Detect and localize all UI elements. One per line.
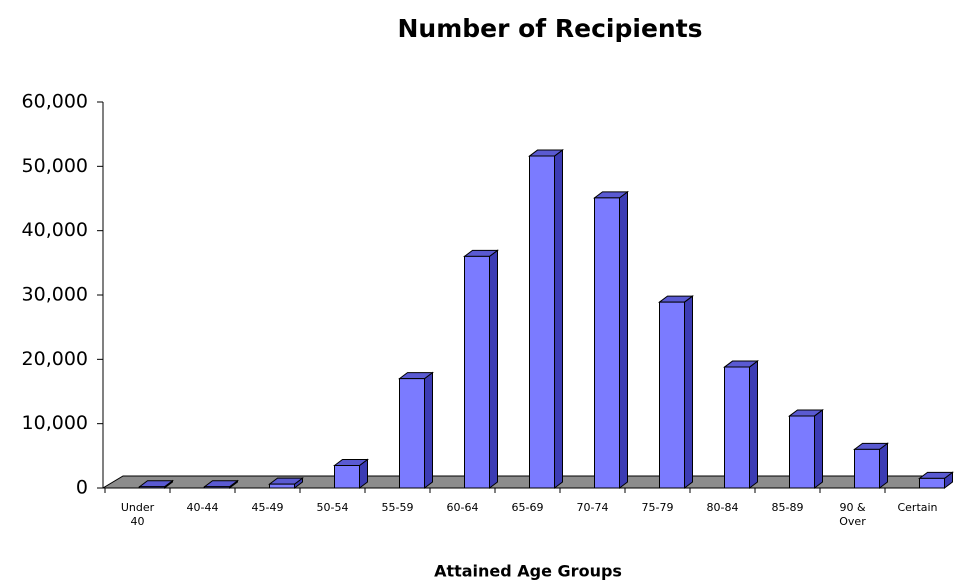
bar <box>333 458 369 489</box>
x-tick-label: 70-74 <box>576 501 609 514</box>
bar <box>918 471 954 489</box>
bar-side <box>554 149 563 489</box>
bar-front <box>399 378 425 489</box>
bar <box>593 190 629 489</box>
bar-front <box>594 197 620 489</box>
bar <box>463 249 499 489</box>
bar <box>853 442 889 489</box>
bar-front <box>854 448 880 489</box>
bar <box>788 408 824 489</box>
x-tick-label: 65-69 <box>511 501 544 514</box>
y-tick-label: 60,000 <box>22 91 88 113</box>
bar-front <box>529 155 555 489</box>
x-tick-label: 90 & Over <box>839 501 866 528</box>
x-tick-label: 80-84 <box>706 501 739 514</box>
bar-front <box>204 486 230 489</box>
bar-front <box>269 483 295 489</box>
x-tick-label: Certain <box>897 501 938 514</box>
x-tick-label: 40-44 <box>186 501 219 514</box>
bar-side <box>749 360 758 489</box>
bar <box>723 360 759 489</box>
bar-front <box>789 415 815 489</box>
bar-front <box>659 301 685 489</box>
y-tick-label: 0 <box>76 477 88 499</box>
bar-front <box>464 255 490 489</box>
x-tick-label: 85-89 <box>771 501 804 514</box>
x-tick-label: 50-54 <box>316 501 349 514</box>
bar-front <box>919 477 945 489</box>
bar <box>203 479 239 489</box>
bar-side <box>619 190 628 489</box>
bar-side <box>814 408 823 489</box>
x-tick-label: 60-64 <box>446 501 479 514</box>
y-tick-label: 30,000 <box>22 284 88 306</box>
x-axis-label: Attained Age Groups <box>434 562 622 581</box>
y-tick-label: 10,000 <box>22 412 88 434</box>
bar-side <box>684 295 693 489</box>
bar-side <box>424 371 433 489</box>
bar-side <box>879 442 888 489</box>
x-tick-label: 75-79 <box>641 501 674 514</box>
chart-title: Number of Recipients <box>397 14 702 43</box>
bar-front <box>334 464 360 489</box>
bar-side <box>489 249 498 489</box>
y-tick-label: 50,000 <box>22 155 88 177</box>
y-tick-label: 20,000 <box>22 348 88 370</box>
bar <box>658 295 694 489</box>
x-tick-label: 55-59 <box>381 501 414 514</box>
bar <box>528 149 564 489</box>
bar <box>138 479 174 489</box>
bar-front <box>139 486 165 489</box>
bar <box>398 371 434 489</box>
x-tick-label: Under 40 <box>120 501 155 528</box>
x-tick-label: 45-49 <box>251 501 284 514</box>
bar-front <box>724 366 750 489</box>
bar <box>268 477 304 489</box>
y-tick-label: 40,000 <box>22 219 88 241</box>
